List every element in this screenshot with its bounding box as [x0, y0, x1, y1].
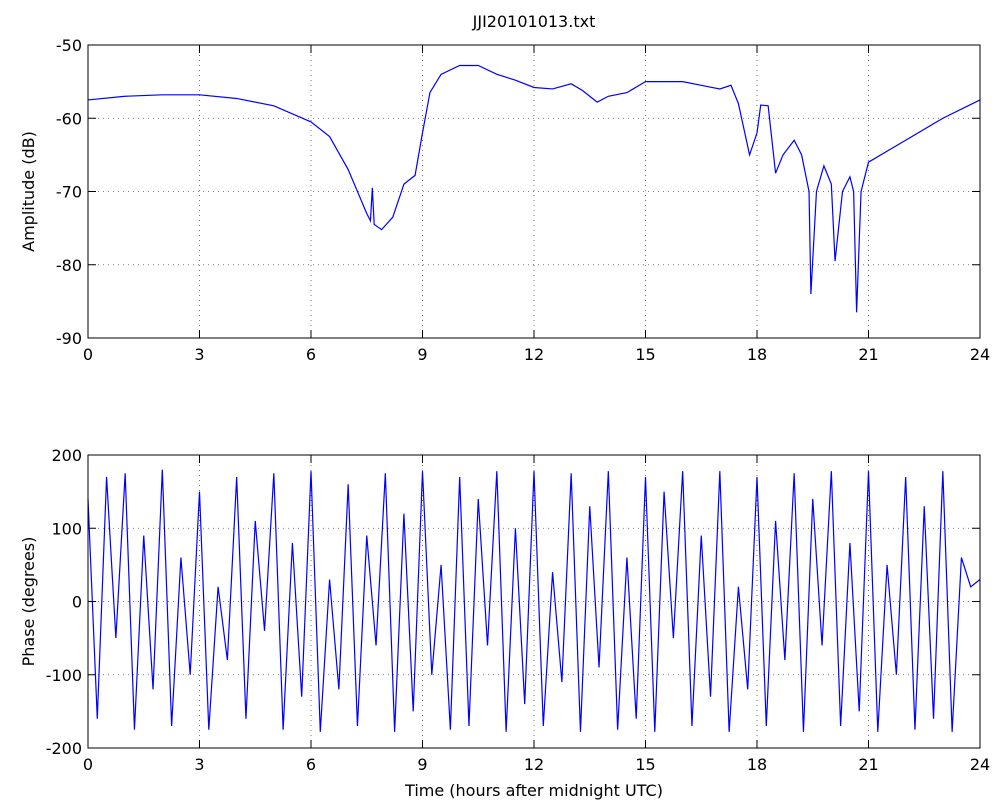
y-tick-label: -50 — [56, 36, 82, 55]
y-tick-label: -200 — [46, 739, 82, 758]
y-tick-label: 0 — [72, 593, 82, 612]
x-axis-label: Time (hours after midnight UTC) — [404, 781, 663, 800]
x-tick-label: 9 — [417, 755, 427, 774]
x-tick-label: 3 — [194, 345, 204, 364]
y-axis-label: Phase (degrees) — [19, 537, 38, 667]
data-line — [87, 469, 981, 732]
x-tick-label: 3 — [194, 755, 204, 774]
data-line — [87, 64, 981, 313]
plot-border — [87, 44, 981, 339]
x-tick-label: 6 — [306, 755, 316, 774]
x-tick-label: 12 — [524, 755, 544, 774]
y-axis-label: Amplitude (dB) — [19, 131, 38, 252]
x-tick-label: 21 — [858, 345, 878, 364]
x-tick-label: 15 — [635, 755, 655, 774]
x-tick-label: 18 — [747, 755, 767, 774]
y-tick-label: 100 — [51, 519, 82, 538]
y-tick-label: -70 — [56, 183, 82, 202]
chart-title: JJI20101013.txt — [472, 12, 596, 31]
x-tick-label: 0 — [83, 755, 93, 774]
y-tick-label: -60 — [56, 109, 82, 128]
x-tick-label: 21 — [858, 755, 878, 774]
x-tick-label: 24 — [970, 755, 990, 774]
y-tick-label: -90 — [56, 329, 82, 348]
x-tick-label: 18 — [747, 345, 767, 364]
y-tick-label: -100 — [46, 666, 82, 685]
x-tick-label: 0 — [83, 345, 93, 364]
y-tick-label: -80 — [56, 256, 82, 275]
x-tick-label: 9 — [417, 345, 427, 364]
x-tick-label: 6 — [306, 345, 316, 364]
plot-border — [87, 454, 981, 749]
y-tick-label: 200 — [51, 446, 82, 465]
x-tick-label: 15 — [635, 345, 655, 364]
x-tick-label: 12 — [524, 345, 544, 364]
x-tick-label: 24 — [970, 345, 990, 364]
